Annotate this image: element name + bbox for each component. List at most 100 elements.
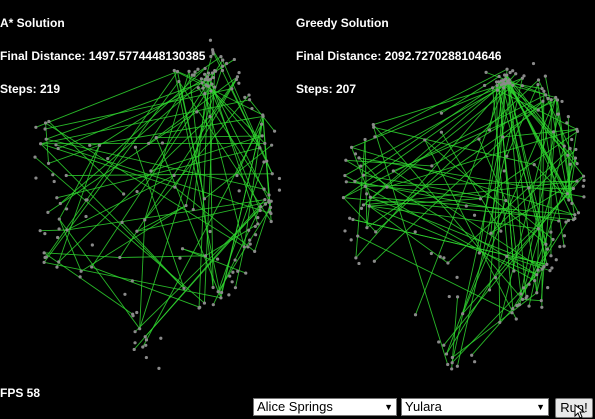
astar-graph <box>33 38 282 370</box>
city-node <box>34 125 38 129</box>
city-node <box>184 203 188 208</box>
city-node <box>235 75 240 79</box>
city-node <box>519 292 523 296</box>
city-node <box>554 95 558 100</box>
start-city-select[interactable]: Alice Springs ▼ <box>253 398 397 416</box>
city-node <box>356 234 360 238</box>
city-node <box>253 224 257 229</box>
city-node <box>371 122 375 127</box>
city-node <box>202 197 207 201</box>
city-node <box>536 268 540 272</box>
path-edge <box>119 79 237 258</box>
city-node <box>546 286 550 290</box>
city-node <box>413 230 417 234</box>
city-node <box>38 229 42 233</box>
path-edge <box>354 78 506 182</box>
city-node <box>259 205 263 209</box>
city-node <box>502 86 506 90</box>
city-node <box>549 254 553 258</box>
city-node <box>262 160 266 164</box>
city-node <box>90 243 94 247</box>
city-node <box>514 317 518 321</box>
city-node <box>54 143 58 147</box>
city-nodes <box>341 61 586 371</box>
path-edge <box>66 173 273 176</box>
path-edge <box>415 83 506 315</box>
city-node <box>540 267 544 271</box>
path-edge <box>46 82 203 140</box>
city-node <box>268 210 272 214</box>
city-node <box>566 218 571 223</box>
city-node <box>515 303 519 308</box>
chevron-down-icon: ▼ <box>536 402 545 412</box>
city-node <box>568 146 572 151</box>
city-node <box>243 95 247 99</box>
path-edge <box>443 180 578 346</box>
city-node <box>172 173 176 177</box>
city-node <box>230 87 234 91</box>
city-node <box>557 219 561 223</box>
path-edge <box>369 205 539 230</box>
city-node <box>133 330 137 334</box>
city-node <box>497 74 501 79</box>
path-edge <box>204 144 272 200</box>
city-node <box>442 256 446 260</box>
path-edge <box>40 143 176 188</box>
city-node <box>57 260 61 264</box>
path-edge <box>509 82 543 90</box>
path-edge <box>58 116 211 263</box>
city-node <box>473 360 477 364</box>
city-node <box>221 58 225 62</box>
city-node <box>211 285 215 290</box>
city-node <box>233 258 237 262</box>
run-button[interactable]: Run! <box>555 398 593 418</box>
city-node <box>490 86 495 90</box>
city-node <box>566 153 570 157</box>
city-node <box>196 67 200 71</box>
city-node <box>374 230 378 234</box>
city-node <box>575 179 579 183</box>
path-edge <box>446 200 507 355</box>
city-node <box>582 195 586 199</box>
city-node <box>118 255 122 260</box>
city-node <box>385 185 389 189</box>
city-node <box>365 226 369 230</box>
city-node <box>135 189 139 194</box>
path-edge <box>355 139 366 258</box>
city-node <box>258 208 262 213</box>
path-edge <box>201 82 245 247</box>
city-node <box>540 87 544 91</box>
path-edge <box>60 79 206 204</box>
city-node <box>543 74 547 78</box>
path-edges <box>34 49 275 350</box>
city-node <box>242 245 246 249</box>
city-node <box>219 290 224 295</box>
city-node <box>527 282 531 286</box>
greedy-info: Greedy Solution Final Distance: 2092.727… <box>296 0 501 117</box>
city-node <box>55 196 59 200</box>
greedy-panel: Greedy Solution Final Distance: 2092.727… <box>296 0 595 398</box>
path-edge <box>174 186 255 252</box>
city-node <box>147 141 151 146</box>
city-node <box>455 275 459 279</box>
greedy-steps: Steps: 207 <box>296 82 357 96</box>
city-node <box>232 57 236 62</box>
city-node <box>182 286 186 290</box>
city-node <box>536 227 540 231</box>
city-node <box>554 258 558 262</box>
start-city-value: Alice Springs <box>257 399 333 414</box>
path-edge <box>489 69 508 290</box>
city-node <box>248 238 252 242</box>
city-node <box>372 259 376 263</box>
city-node <box>372 125 376 129</box>
city-node <box>44 137 48 141</box>
path-edge <box>351 77 523 148</box>
destination-city-select[interactable]: Yulara ▼ <box>401 398 549 416</box>
city-node <box>546 96 550 101</box>
city-node <box>558 244 562 249</box>
path-edge <box>220 116 264 298</box>
city-node <box>444 352 449 356</box>
city-node <box>567 198 571 202</box>
city-node <box>130 279 134 283</box>
city-node <box>202 301 207 305</box>
